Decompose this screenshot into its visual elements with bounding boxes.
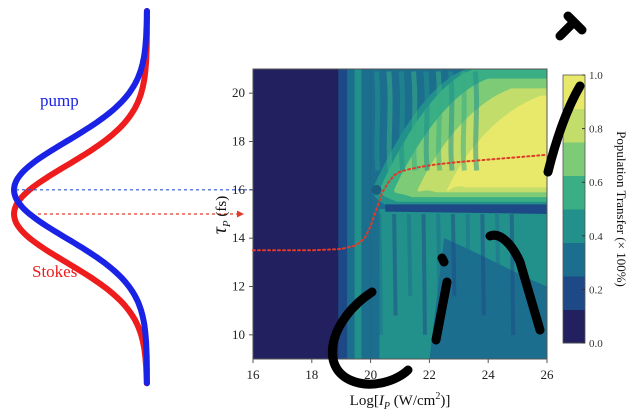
stokes-guide-arrowhead: [237, 210, 244, 218]
x-tick-label: 22: [423, 367, 436, 382]
plot-frame: [252, 68, 548, 360]
colorbar-frame: [562, 74, 586, 344]
x-tick-label: 26: [541, 367, 555, 382]
contour-band: [447, 95, 547, 191]
fringe: [480, 213, 486, 316]
colorbar-tick-label: 1.0: [589, 70, 603, 82]
fringe: [386, 71, 393, 171]
x-axis-label: Log[IP (W/cm2)]: [350, 391, 451, 409]
y-tick-label: 10: [232, 327, 245, 342]
y-axis-ticks: 10 12 14 16 18 20: [232, 85, 253, 342]
crossing-marker: [371, 184, 382, 195]
heatmap-plot-area: 16 18 20 22 24 26 10 12 14 16 18 20: [232, 68, 555, 382]
colorbar-swatch: [563, 276, 585, 310]
fringe: [448, 71, 455, 171]
contour-band: [338, 69, 348, 359]
fringe: [406, 213, 413, 297]
colorbar: 0.0 0.2 0.4 0.6 0.8 1.0 Population Transfer (…: [562, 70, 629, 350]
pulse-curves: pump Stokes: [10, 8, 150, 387]
pump-label: pump: [40, 91, 79, 110]
colorbar-tick-label: 0.6: [589, 177, 603, 189]
colorbar-tick-label: 0.8: [589, 124, 603, 136]
fringe: [509, 213, 516, 335]
fringe: [472, 71, 480, 171]
fringe: [421, 213, 427, 335]
colorbar-tick-label: 0.0: [589, 338, 603, 350]
fringe: [450, 213, 457, 297]
fringe: [460, 71, 467, 171]
contour-band: [385, 204, 547, 214]
fringe: [377, 213, 383, 335]
fringe: [392, 213, 398, 316]
y-tick-label: 12: [232, 279, 245, 294]
x-tick-label: 18: [305, 367, 318, 382]
watermark: [328, 11, 587, 389]
colorbar-swatch: [563, 175, 585, 210]
fringe: [373, 71, 381, 171]
optimal-curve-line: [252, 153, 548, 252]
colorbar-ticks: 0.0 0.2 0.4 0.6 0.8 1.0: [582, 70, 603, 350]
fringe: [423, 71, 430, 171]
colorbar-swatch: [563, 309, 585, 344]
contour-band: [361, 69, 371, 359]
contour-band: [429, 238, 547, 359]
pump-pulse-curve: [10, 8, 150, 387]
y-tick-label: 18: [232, 134, 245, 149]
y-tick-label: 20: [232, 85, 245, 100]
colorbar-swatch: [563, 209, 585, 243]
x-tick-label: 20: [364, 367, 377, 382]
x-tick-label: 24: [482, 367, 496, 382]
stokes-pulse-curve: [10, 8, 150, 387]
contour-band: [354, 69, 362, 359]
fringe: [435, 71, 443, 171]
y-tick-label: 14: [232, 230, 246, 245]
optimal-curve: [252, 153, 548, 252]
colorbar-label: Population Transfer (× 100%): [614, 131, 629, 287]
contour-band: [347, 69, 355, 359]
x-axis-ticks: 16 18 20 22 24 26: [247, 359, 555, 382]
fringe: [411, 71, 418, 171]
y-axis-label: τP (fs): [209, 196, 233, 234]
colorbar-swatch: [563, 142, 585, 176]
y-tick-label: 16: [232, 182, 246, 197]
x-tick-label: 16: [247, 367, 261, 382]
colorbar-tick-label: 0.2: [589, 284, 603, 296]
stokes-label: Stokes: [32, 262, 77, 281]
colorbar-swatch: [563, 242, 585, 277]
fringe: [495, 213, 501, 297]
fringe: [398, 71, 406, 171]
heatmap-contours: [253, 69, 547, 359]
colorbar-tick-label: 0.4: [589, 231, 603, 243]
fringe: [465, 213, 472, 335]
